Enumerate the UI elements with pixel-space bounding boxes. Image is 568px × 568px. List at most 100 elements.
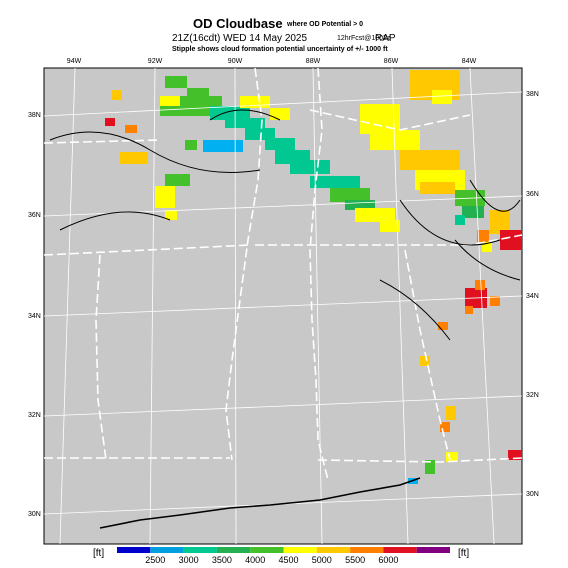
state-border xyxy=(43,139,161,144)
lon-label: 86W xyxy=(384,58,399,65)
cloudbase-cell xyxy=(508,450,522,460)
cloudbase-cell xyxy=(160,106,230,116)
contour xyxy=(469,179,521,212)
cloudbase-cell xyxy=(477,230,489,242)
cloudbase-cell xyxy=(462,206,484,218)
colorbar-tick-label: 3500 xyxy=(212,555,232,565)
colorbar-tick-label: 4000 xyxy=(245,555,265,565)
cloudbase-cell xyxy=(500,230,522,250)
cloudbase-cell xyxy=(210,106,250,120)
cloudbase-cell xyxy=(432,90,452,104)
map-layer xyxy=(43,67,523,545)
lon-label: 90W xyxy=(228,58,243,65)
graticule xyxy=(234,67,237,545)
forecast: 12hrFcst@1002z xyxy=(337,35,391,42)
colorbar-swatch xyxy=(216,547,251,553)
lat-label: 34N xyxy=(28,313,41,320)
cloudbase-cell xyxy=(330,188,370,202)
graticule xyxy=(43,295,523,317)
cloudbase-cell xyxy=(165,210,177,220)
cloudbase-cell xyxy=(380,220,400,232)
contour xyxy=(454,239,521,281)
condition: where OD Potential > 0 xyxy=(286,21,363,28)
colorbar-swatch xyxy=(416,547,450,553)
cloudbase-cell xyxy=(455,215,465,225)
cloudbase-cell xyxy=(420,356,430,366)
colorbar-swatch xyxy=(183,547,217,553)
state-border xyxy=(404,249,451,461)
contour xyxy=(59,211,171,231)
note: Stipple shows cloud formation potential … xyxy=(172,46,388,53)
lon-label: 84W xyxy=(462,58,477,65)
cloudbase-cell xyxy=(290,160,330,174)
title: OD Cloudbase xyxy=(193,16,283,31)
cloudbase-cell xyxy=(475,280,485,290)
cloudbase-cell xyxy=(225,118,265,128)
contour xyxy=(379,279,451,341)
graticule xyxy=(43,195,523,217)
valid-time: 21Z(16cdt) WED 14 May 2025 xyxy=(172,33,307,44)
lat-label: 36N xyxy=(28,212,41,219)
cloudbase-cell xyxy=(425,460,435,474)
lat-label: 38N xyxy=(28,112,41,119)
cloudbase-cell xyxy=(265,138,295,150)
cloudbase-cell xyxy=(245,128,275,140)
contour xyxy=(209,109,281,121)
colorbar-swatch xyxy=(150,547,184,553)
cloudbase-cell xyxy=(155,186,175,208)
cloudbase-cell xyxy=(438,322,448,330)
state-border xyxy=(317,457,523,463)
graticule xyxy=(59,67,76,545)
cloudbase-cell xyxy=(446,406,456,420)
cloudbase-cell xyxy=(310,176,360,188)
colorbar-tick-label: 5000 xyxy=(312,555,332,565)
cloudbase-cell xyxy=(105,118,115,126)
contour xyxy=(49,131,261,173)
cloudbase-cell xyxy=(440,422,450,432)
graticule xyxy=(469,67,495,545)
colorbar-unit: [ft] xyxy=(93,548,104,559)
colorbar-swatch xyxy=(350,547,384,553)
cloudbase-cell xyxy=(160,96,180,106)
cloudbase-cell xyxy=(165,76,187,88)
cloudbase-cell xyxy=(355,208,395,222)
cloudbase-cell xyxy=(482,242,492,252)
graticule xyxy=(312,67,323,545)
colorbar-swatch xyxy=(117,547,151,553)
graticule xyxy=(43,91,523,117)
cloudbase-cell xyxy=(420,182,455,194)
cloudbase-cell xyxy=(172,96,222,108)
lon-label: 94W xyxy=(67,58,82,65)
cloudbase-cell xyxy=(270,108,290,120)
graticule xyxy=(43,395,523,417)
cloudbase-cell xyxy=(345,200,375,210)
cloudbase-cell xyxy=(120,152,148,164)
cloudbase-cell xyxy=(125,125,137,133)
cloudbase-cell xyxy=(446,452,458,462)
colorbar-swatch xyxy=(316,547,351,553)
state-border xyxy=(95,254,107,461)
coastline xyxy=(99,477,421,529)
graticule xyxy=(391,67,409,545)
lon-label: 92W xyxy=(148,58,163,65)
model: RAP xyxy=(375,33,396,44)
lat-label: 32N xyxy=(526,392,539,399)
colorbar-tick-label: 5500 xyxy=(345,555,365,565)
cloudbase-cell xyxy=(490,296,500,306)
cloudbase-cell xyxy=(165,174,190,186)
graticule xyxy=(149,67,156,545)
colorbar-tick-label: 2500 xyxy=(145,555,165,565)
colorbar-tick-label: 4500 xyxy=(278,555,298,565)
lat-label: 36N xyxy=(526,191,539,198)
state-border xyxy=(309,109,471,131)
lat-label: 30N xyxy=(526,491,539,498)
lat-label: 34N xyxy=(526,293,539,300)
state-border xyxy=(225,67,263,461)
state-border xyxy=(43,244,251,256)
colorbar-swatch xyxy=(250,547,284,553)
cloudbase-cell xyxy=(203,140,243,152)
cloudbase-cell xyxy=(185,140,197,150)
lat-label: 32N xyxy=(28,412,41,419)
colorbar-tick-label: 6000 xyxy=(378,555,398,565)
